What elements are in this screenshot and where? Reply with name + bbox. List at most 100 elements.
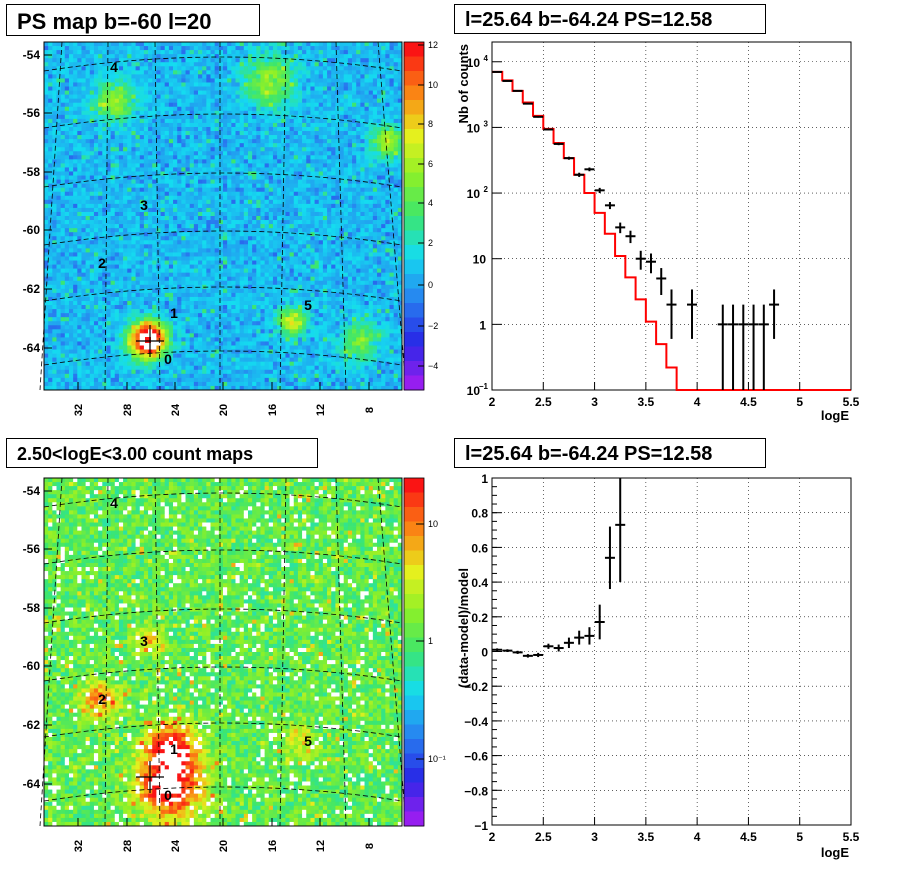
ps-map-source-label: 1: [170, 305, 178, 321]
residual-frame: [492, 478, 851, 825]
ps-map-y-tick-label: -56: [23, 106, 41, 120]
count-map-y-tick-label: -62: [23, 718, 41, 732]
count-map-y-tick-label: -58: [23, 601, 41, 615]
spectrum-x-tick-label: 3: [591, 395, 598, 409]
ps-map-x-tick-label: 32: [73, 404, 85, 416]
ps-map-x-tick-label: 24: [170, 403, 182, 416]
count-map-source-label: 0: [164, 787, 172, 803]
residual-x-tick-label: 2.5: [535, 830, 552, 844]
count-map-y-tick-label: -64: [23, 777, 41, 791]
ps-map-colorbar-tick-label: −2: [428, 321, 438, 331]
residual-y-tick-label: −0.4: [464, 715, 488, 729]
ps-map-y-tick-label: -54: [23, 48, 41, 62]
residual-y-axis-label: (data-model)/model: [456, 568, 471, 688]
residual-x-tick-label: 3.5: [638, 830, 655, 844]
ps-map-x-tick-label: 8: [364, 407, 376, 413]
ps-map-colorbar-tick-label: 4: [428, 198, 433, 208]
residual-x-axis-label: logE: [821, 845, 849, 860]
count-map-source-label: 5: [304, 733, 312, 749]
residual-y-tick-label: −1: [474, 819, 488, 833]
count-map-y-tick-label: -60: [23, 659, 41, 673]
residual-y-tick-label: 0: [481, 646, 488, 660]
residual-x-tick-label: 5.5: [843, 830, 860, 844]
count-map-source-label: 3: [140, 633, 148, 649]
count-map-source-label: 2: [98, 691, 106, 707]
ps-map-x-tick-label: 12: [315, 404, 327, 416]
spectrum-x-tick-label: 2.5: [535, 395, 552, 409]
count-map-y-tick-label: -56: [23, 542, 41, 556]
count-map-colorbar-tick-label: 10: [428, 519, 438, 529]
residual-y-tick-label: 1: [481, 472, 488, 486]
ps-map-colorbar: [404, 42, 424, 391]
spectrum-x-tick-label: 2: [489, 395, 496, 409]
spectrum-x-tick-label: 5: [796, 395, 803, 409]
count-map-x-tick-label: 28: [122, 840, 134, 852]
ps-map-source-label: 5: [304, 297, 312, 313]
ps-map-y-tick-label: -64: [23, 341, 41, 355]
residual-x-tick-label: 4: [694, 830, 701, 844]
figure-canvas: -54-56-58-60-62-6432 28 24 20 16 12 8432105121…: [0, 0, 898, 871]
spectrum-model-line: [492, 72, 851, 390]
ps-map-colorbar-tick-label: −4: [428, 361, 438, 371]
residual-y-tick-label: −0.6: [464, 750, 488, 764]
spectrum-y-tick-exponent: 2: [484, 185, 489, 194]
residual-y-tick-label: 0.6: [471, 541, 488, 555]
spectrum-y-tick-label: 1: [479, 318, 486, 332]
spectrum-y-axis-label: Nb of counts: [456, 44, 471, 123]
ps-map-colorbar-tick-label: 2: [428, 238, 433, 248]
count-map-x-tick-label: 20: [218, 840, 230, 852]
count-map-source-label: 1: [170, 741, 178, 757]
ps-map-x-tick-label: 28: [122, 404, 134, 416]
spectrum-x-axis-label: logE: [821, 408, 849, 423]
residual-y-tick-label: 0.2: [471, 611, 488, 625]
residual-panel: 2 2.5 3 3.5 4 4.5 5 5.5−1−0.8−0.6−0.4−0.200.20.…: [456, 472, 860, 860]
ps-map-source-label: 0: [164, 351, 172, 367]
spectrum-y-tick-exponent: 4: [484, 54, 489, 63]
residual-y-tick-label: 0.4: [471, 576, 488, 590]
residual-x-tick-label: 3: [591, 830, 598, 844]
ps-map-heatmap-cells: [44, 42, 402, 390]
count-map-heatmap-cells: [44, 478, 402, 826]
ps-map-source-label: 2: [98, 255, 106, 271]
ps-map-y-tick-label: -58: [23, 165, 41, 179]
residual-data: [492, 478, 625, 658]
spectrum-y-tick-label: 10: [473, 253, 487, 267]
ps-map-source-label: 3: [140, 197, 148, 213]
ps-map-y-tick-label: -62: [23, 282, 41, 296]
spectrum-y-tick-label: 10: [467, 187, 481, 201]
residual-x-tick-label: 2: [489, 830, 496, 844]
count-map-source-label: 4: [110, 495, 118, 511]
count-map-y-tick-label: -54: [23, 484, 41, 498]
residual-x-tick-label: 5: [796, 830, 803, 844]
ps-map-x-tick-label: 20: [218, 404, 230, 416]
ps-map-colorbar-tick-label: 10: [428, 80, 438, 90]
count-map-x-tick-label: 32: [73, 840, 85, 852]
count-map-colorbar-tick-label: 1: [428, 636, 433, 646]
ps-map-source-label: 4: [110, 59, 118, 75]
count-map-x-tick-label: 16: [267, 840, 279, 852]
residual-y-tick-label: 0.8: [471, 507, 488, 521]
spectrum-y-tick-exponent: −1: [479, 382, 489, 391]
residual-grid: [492, 478, 851, 825]
ps-map-colorbar-tick-label: 8: [428, 119, 433, 129]
spectrum-x-tick-label: 3.5: [638, 395, 655, 409]
residual-x-tick-label: 4.5: [740, 830, 757, 844]
ps-map-y-tick-label: -60: [23, 223, 41, 237]
count-map-colorbar-tick-label: 10⁻¹: [428, 754, 446, 764]
spectrum-x-tick-label: 4.5: [740, 395, 757, 409]
spectrum-x-tick-label: 5.5: [843, 395, 860, 409]
ps-map-colorbar-tick-label: 0: [428, 280, 433, 290]
ps-map-x-tick-label: 16: [267, 404, 279, 416]
residual-y-tick-label: −0.8: [464, 784, 488, 798]
count-map-colorbar: [404, 478, 424, 827]
count-map-x-tick-label: 24: [170, 839, 182, 852]
spectrum-data: [492, 72, 779, 390]
spectrum-x-tick-label: 4: [694, 395, 701, 409]
ps-map-colorbar-tick-label: 6: [428, 159, 433, 169]
count-map-x-tick-label: 12: [315, 840, 327, 852]
ps-map-colorbar-tick-label: 12: [428, 40, 438, 50]
spectrum-y-tick-exponent: 3: [484, 119, 489, 128]
